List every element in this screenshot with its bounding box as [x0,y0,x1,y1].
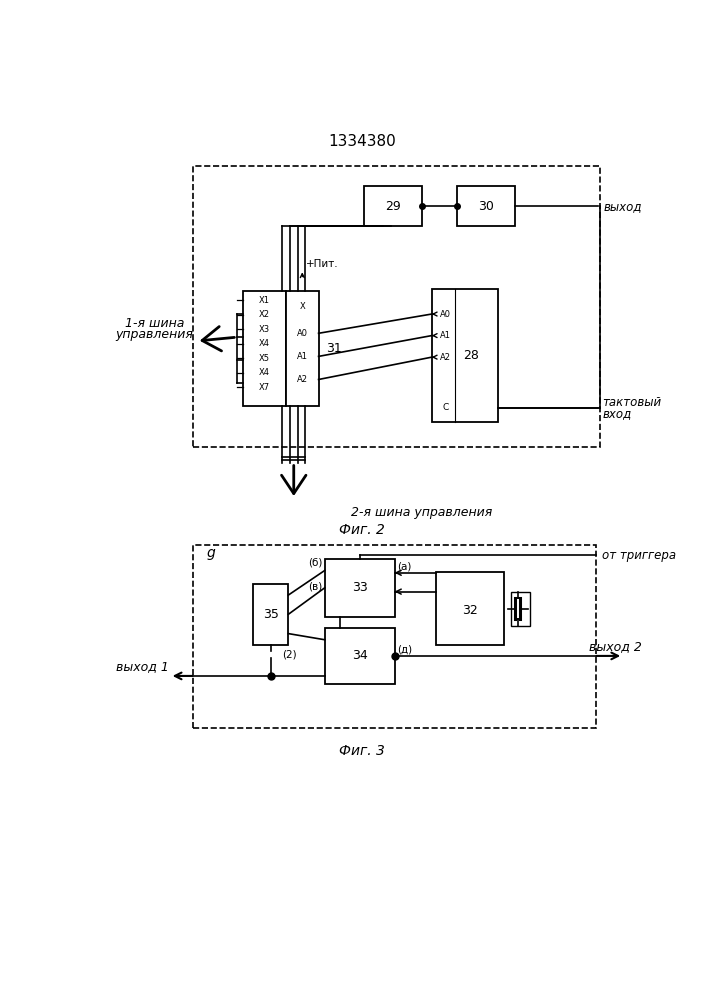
Bar [325,628,395,684]
Text: X2: X2 [259,310,270,319]
Text: 28: 28 [463,349,479,362]
Text: 32: 32 [462,604,477,617]
Text: 29: 29 [385,200,400,213]
Text: вход: вход [602,407,631,420]
Text: 30: 30 [478,200,493,213]
Text: 31: 31 [327,342,342,355]
Text: 35: 35 [263,608,279,621]
Text: 1334380: 1334380 [328,134,396,149]
Text: A1: A1 [297,352,308,361]
Bar [436,572,504,645]
Text: X4: X4 [259,339,270,348]
Text: 34: 34 [352,649,368,662]
Bar [193,166,600,447]
Text: выход 1: выход 1 [116,660,169,673]
Text: A0: A0 [440,310,451,319]
Text: X: X [299,302,305,311]
Text: A0: A0 [297,329,308,338]
Bar [325,559,395,617]
Text: (а): (а) [397,562,411,572]
Text: X5: X5 [259,354,270,363]
Text: 2-я шина управления: 2-я шина управления [351,506,492,519]
Bar [457,186,515,226]
Text: тактовый: тактовый [602,396,661,409]
Text: управления: управления [115,328,193,341]
Text: 33: 33 [352,581,368,594]
Text: (д): (д) [397,645,412,655]
Bar [286,291,319,406]
Text: g: g [206,546,215,560]
Bar [253,584,288,645]
Bar [510,592,530,626]
Text: (2): (2) [283,649,297,659]
Text: от триггера: от триггера [602,549,677,562]
Bar [363,186,421,226]
Text: X7: X7 [259,383,270,392]
Text: Фиг. 2: Фиг. 2 [339,523,385,537]
Text: A2: A2 [297,375,308,384]
Text: X1: X1 [259,296,270,305]
Text: +Пит.: +Пит. [306,259,339,269]
Bar [193,545,596,728]
Text: выход: выход [604,200,642,213]
Text: выход 2: выход 2 [589,640,642,653]
Bar [432,289,498,422]
Text: Фиг. 3: Фиг. 3 [339,744,385,758]
Text: C: C [443,403,449,412]
Text: (б): (б) [308,558,322,568]
Text: (в): (в) [308,581,322,591]
Text: X4: X4 [259,368,270,377]
Text: 1-я шина: 1-я шина [124,317,184,330]
Text: A1: A1 [440,331,451,340]
Bar [243,291,286,406]
Text: A2: A2 [440,353,451,362]
Text: X3: X3 [259,325,270,334]
